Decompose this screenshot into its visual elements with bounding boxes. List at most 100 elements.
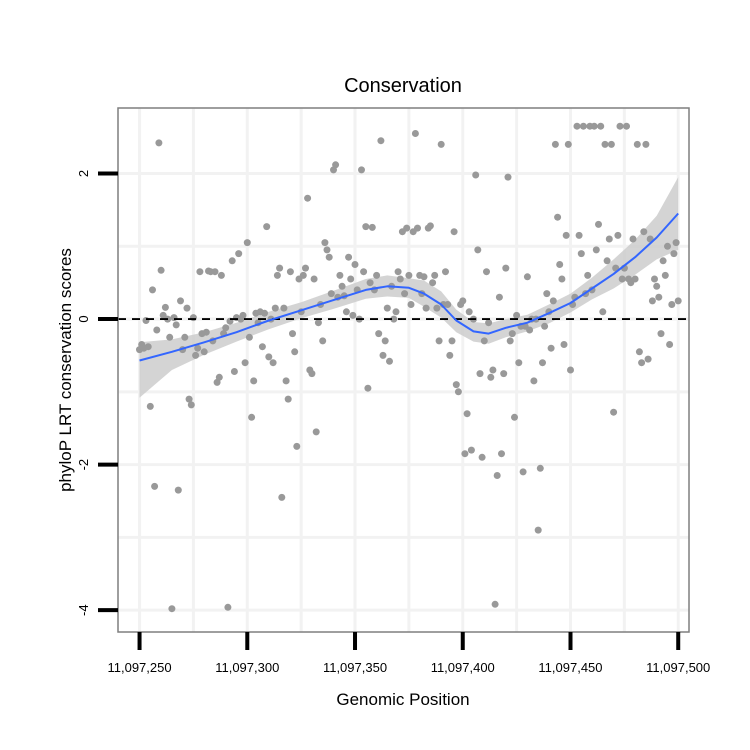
data-point — [373, 271, 381, 279]
data-point — [187, 401, 195, 409]
data-point — [250, 377, 258, 385]
data-point — [239, 311, 247, 319]
x-tick-label: 11,097,300 — [215, 660, 279, 675]
chart-title: Conservation — [344, 75, 462, 97]
data-point — [202, 328, 210, 336]
data-point — [564, 140, 572, 148]
data-point — [526, 326, 534, 334]
data-point — [383, 304, 391, 312]
data-point — [215, 373, 223, 381]
data-point — [405, 271, 413, 279]
data-point — [495, 293, 503, 301]
data-point — [302, 264, 309, 272]
data-point — [648, 297, 656, 305]
data-point — [446, 351, 454, 359]
data-point — [183, 304, 191, 312]
data-point — [670, 250, 678, 258]
data-point — [480, 337, 488, 345]
data-point — [299, 271, 307, 279]
data-point — [558, 275, 566, 283]
data-point — [291, 348, 299, 356]
data-point — [463, 410, 471, 418]
data-point — [308, 370, 316, 378]
data-point — [567, 366, 574, 374]
data-point — [601, 140, 609, 148]
data-point — [286, 268, 294, 276]
data-point — [426, 222, 434, 230]
data-point — [547, 344, 555, 352]
data-point — [642, 140, 650, 148]
data-point — [485, 319, 493, 327]
data-point — [151, 482, 159, 490]
data-point — [476, 370, 484, 378]
data-point — [549, 297, 557, 305]
grid-lines — [118, 108, 689, 632]
data-point — [276, 264, 284, 272]
data-point — [560, 341, 568, 348]
data-point — [668, 301, 676, 308]
data-point — [386, 357, 393, 365]
data-point — [607, 140, 615, 148]
data-point — [392, 308, 400, 316]
y-axis: -4 -2 0 2 — [76, 170, 118, 616]
data-point — [556, 261, 564, 268]
panel-border — [117, 107, 690, 633]
data-point — [541, 322, 549, 330]
data-point — [498, 450, 505, 458]
data-point — [192, 351, 200, 359]
x-tick-label: 11,097,250 — [107, 660, 171, 675]
data-point — [605, 235, 613, 243]
data-point — [422, 304, 430, 312]
data-point — [515, 359, 523, 367]
data-point — [284, 395, 292, 403]
data-point — [519, 468, 527, 476]
data-point — [336, 271, 344, 279]
data-point — [633, 140, 641, 148]
data-point — [554, 213, 562, 221]
data-point — [653, 282, 661, 290]
data-point — [258, 343, 266, 351]
data-point — [349, 311, 357, 319]
data-point — [142, 317, 150, 324]
data-point — [666, 341, 674, 348]
data-point — [243, 239, 251, 247]
data-point — [153, 326, 161, 334]
data-point — [478, 453, 486, 461]
data-point — [459, 297, 467, 305]
data-point — [442, 268, 449, 276]
data-point — [472, 171, 480, 179]
data-point — [228, 257, 236, 265]
data-point — [599, 308, 607, 316]
data-point — [420, 273, 428, 281]
data-point — [181, 333, 189, 341]
data-point — [573, 122, 581, 130]
data-point — [368, 223, 376, 231]
data-point — [304, 194, 312, 202]
data-point — [530, 377, 538, 385]
data-point — [551, 140, 559, 148]
data-point — [194, 344, 202, 352]
data-point — [504, 173, 512, 181]
x-axis-label: Genomic Position — [336, 690, 469, 709]
data-point — [211, 268, 219, 276]
data-point — [189, 314, 197, 322]
data-point — [577, 250, 585, 258]
smooth-line-layer — [139, 212, 679, 362]
data-point — [342, 308, 350, 316]
data-point — [444, 301, 452, 308]
data-point — [224, 603, 232, 611]
data-point — [603, 257, 611, 265]
x-tick-label: 11,097,350 — [323, 660, 387, 675]
data-point — [536, 464, 544, 472]
data-point — [401, 290, 409, 298]
data-point — [506, 337, 514, 345]
data-point — [248, 413, 256, 421]
data-point — [375, 330, 383, 338]
data-point — [323, 246, 331, 254]
data-point — [149, 286, 156, 294]
data-point — [489, 366, 497, 374]
data-point — [500, 370, 508, 378]
data-point — [360, 268, 368, 276]
data-point — [265, 353, 273, 361]
data-point — [364, 384, 372, 392]
